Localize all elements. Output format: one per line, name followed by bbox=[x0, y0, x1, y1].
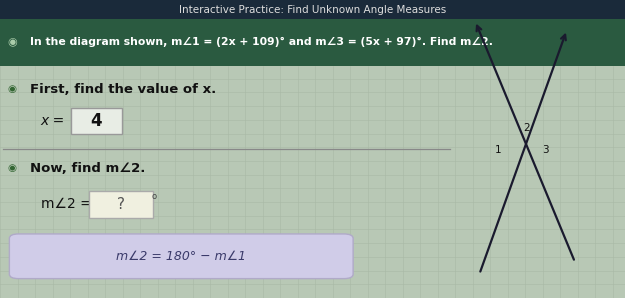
FancyBboxPatch shape bbox=[0, 0, 625, 19]
FancyBboxPatch shape bbox=[71, 108, 122, 134]
Text: 2: 2 bbox=[524, 122, 530, 133]
Text: ◉: ◉ bbox=[8, 163, 16, 173]
FancyBboxPatch shape bbox=[0, 66, 625, 298]
Text: x =: x = bbox=[41, 114, 65, 128]
Text: o: o bbox=[152, 192, 157, 201]
FancyBboxPatch shape bbox=[0, 19, 625, 66]
FancyBboxPatch shape bbox=[9, 234, 353, 279]
Text: 3: 3 bbox=[542, 145, 549, 156]
Text: In the diagram shown, m∠1 = (2x + 109)° and m∠3 = (5x + 97)°. Find m∠2.: In the diagram shown, m∠1 = (2x + 109)° … bbox=[30, 37, 493, 47]
Text: 4: 4 bbox=[91, 112, 102, 130]
Text: ?: ? bbox=[118, 197, 125, 212]
Text: ◉: ◉ bbox=[8, 37, 18, 47]
Text: 1: 1 bbox=[495, 145, 502, 156]
Text: Now, find m∠2.: Now, find m∠2. bbox=[30, 162, 146, 175]
Text: ◉: ◉ bbox=[8, 84, 16, 94]
FancyBboxPatch shape bbox=[89, 191, 153, 218]
Text: m∠2 =: m∠2 = bbox=[41, 197, 91, 211]
Text: First, find the value of x.: First, find the value of x. bbox=[30, 83, 216, 96]
Text: Interactive Practice: Find Unknown Angle Measures: Interactive Practice: Find Unknown Angle… bbox=[179, 5, 446, 15]
Text: m∠2 = 180° − m∠1: m∠2 = 180° − m∠1 bbox=[116, 250, 246, 263]
